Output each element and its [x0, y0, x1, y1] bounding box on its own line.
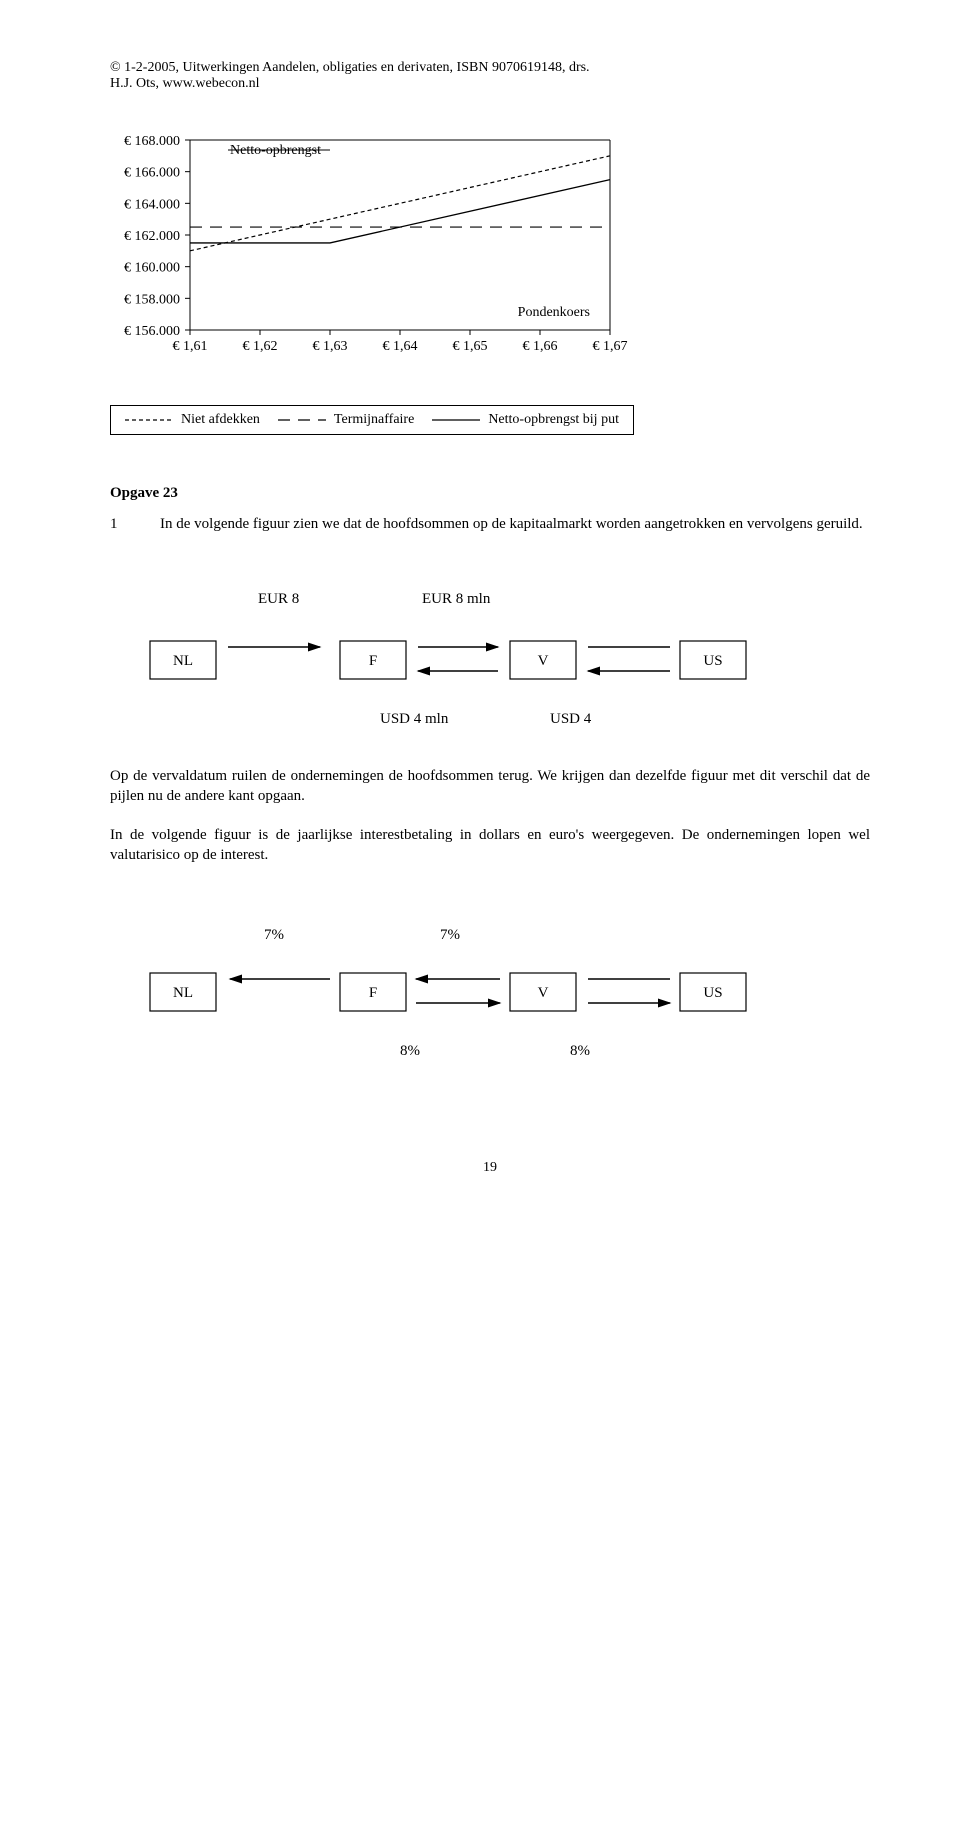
svg-text:7%: 7% [264, 927, 284, 943]
svg-text:EUR 8 mln: EUR 8 mln [422, 591, 491, 607]
svg-text:€ 166.000: € 166.000 [124, 166, 180, 181]
svg-text:€ 168.000: € 168.000 [124, 134, 180, 149]
payoff-chart-svg: € 168.000 € 166.000 € 164.000 € 162.000 € 16… [110, 132, 630, 376]
payoff-chart: € 168.000 € 166.000 € 164.000 € 162.000 € 16… [110, 132, 870, 381]
paragraph-vervaldatum: Op de vervaldatum ruilen de onderneminge… [110, 766, 870, 807]
page-number: 19 [110, 1160, 870, 1176]
svg-text:€ 162.000: € 162.000 [124, 229, 180, 244]
item-number: 1 [110, 516, 130, 533]
chart-legend: Niet afdekken Termijnaffaire Netto-opbreng… [110, 405, 634, 435]
svg-text:NL: NL [173, 653, 193, 669]
svg-text:€ 1,64: € 1,64 [383, 339, 418, 354]
svg-text:NL: NL [173, 985, 193, 1001]
svg-text:7%: 7% [440, 927, 460, 943]
swap-diagram-2: NL F V US 7% 7% 8% 8% [140, 905, 870, 1080]
legend-label: Netto-opbrengst bij put [488, 412, 619, 428]
header-author: H.J. Ots, www.webecon.nl [110, 76, 870, 92]
svg-text:US: US [703, 985, 722, 1001]
svg-text:€ 156.000: € 156.000 [124, 324, 180, 339]
opgave-item-1: 1 In de volgende figuur zien we dat de h… [110, 516, 870, 533]
svg-text:€ 164.000: € 164.000 [124, 197, 180, 212]
legend-item: Netto-opbrengst bij put [432, 412, 619, 428]
paragraph-interest: In de volgende figuur is de jaarlijkse i… [110, 825, 870, 866]
svg-text:8%: 8% [400, 1043, 420, 1059]
header-copyright: © 1-2-2005, Uitwerkingen Aandelen, oblig… [110, 60, 870, 76]
svg-text:US: US [703, 653, 722, 669]
svg-text:F: F [369, 985, 377, 1001]
svg-text:€ 1,66: € 1,66 [523, 339, 558, 354]
svg-text:€ 160.000: € 160.000 [124, 261, 180, 276]
swap1-svg: NL F V US EUR 8 EUR 8 mln USD 4 mln USD 4 [140, 573, 780, 743]
svg-text:V: V [538, 653, 549, 669]
svg-text:Pondenkoers: Pondenkoers [518, 305, 590, 320]
svg-text:F: F [369, 653, 377, 669]
svg-text:USD 4: USD 4 [550, 711, 592, 727]
legend-label: Niet afdekken [181, 412, 260, 428]
svg-text:USD 4 mln: USD 4 mln [380, 711, 449, 727]
swap2-svg: NL F V US 7% 7% 8% 8% [140, 905, 780, 1075]
svg-text:8%: 8% [570, 1043, 590, 1059]
svg-text:€ 1,65: € 1,65 [453, 339, 488, 354]
svg-text:€ 1,63: € 1,63 [313, 339, 348, 354]
section-title-opgave23: Opgave 23 [110, 485, 870, 502]
swap-diagram-1: NL F V US EUR 8 EUR 8 mln USD 4 mln USD 4 [140, 573, 870, 748]
legend-item: Niet afdekken [125, 412, 260, 428]
svg-text:€ 1,61: € 1,61 [173, 339, 208, 354]
legend-item: Termijnaffaire [278, 412, 414, 428]
svg-text:V: V [538, 985, 549, 1001]
item-text: In de volgende figuur zien we dat de hoo… [160, 516, 863, 533]
svg-text:€ 1,67: € 1,67 [593, 339, 628, 354]
svg-text:EUR 8: EUR 8 [258, 591, 299, 607]
svg-text:€ 1,62: € 1,62 [243, 339, 278, 354]
legend-label: Termijnaffaire [334, 412, 414, 428]
svg-text:€ 158.000: € 158.000 [124, 292, 180, 307]
